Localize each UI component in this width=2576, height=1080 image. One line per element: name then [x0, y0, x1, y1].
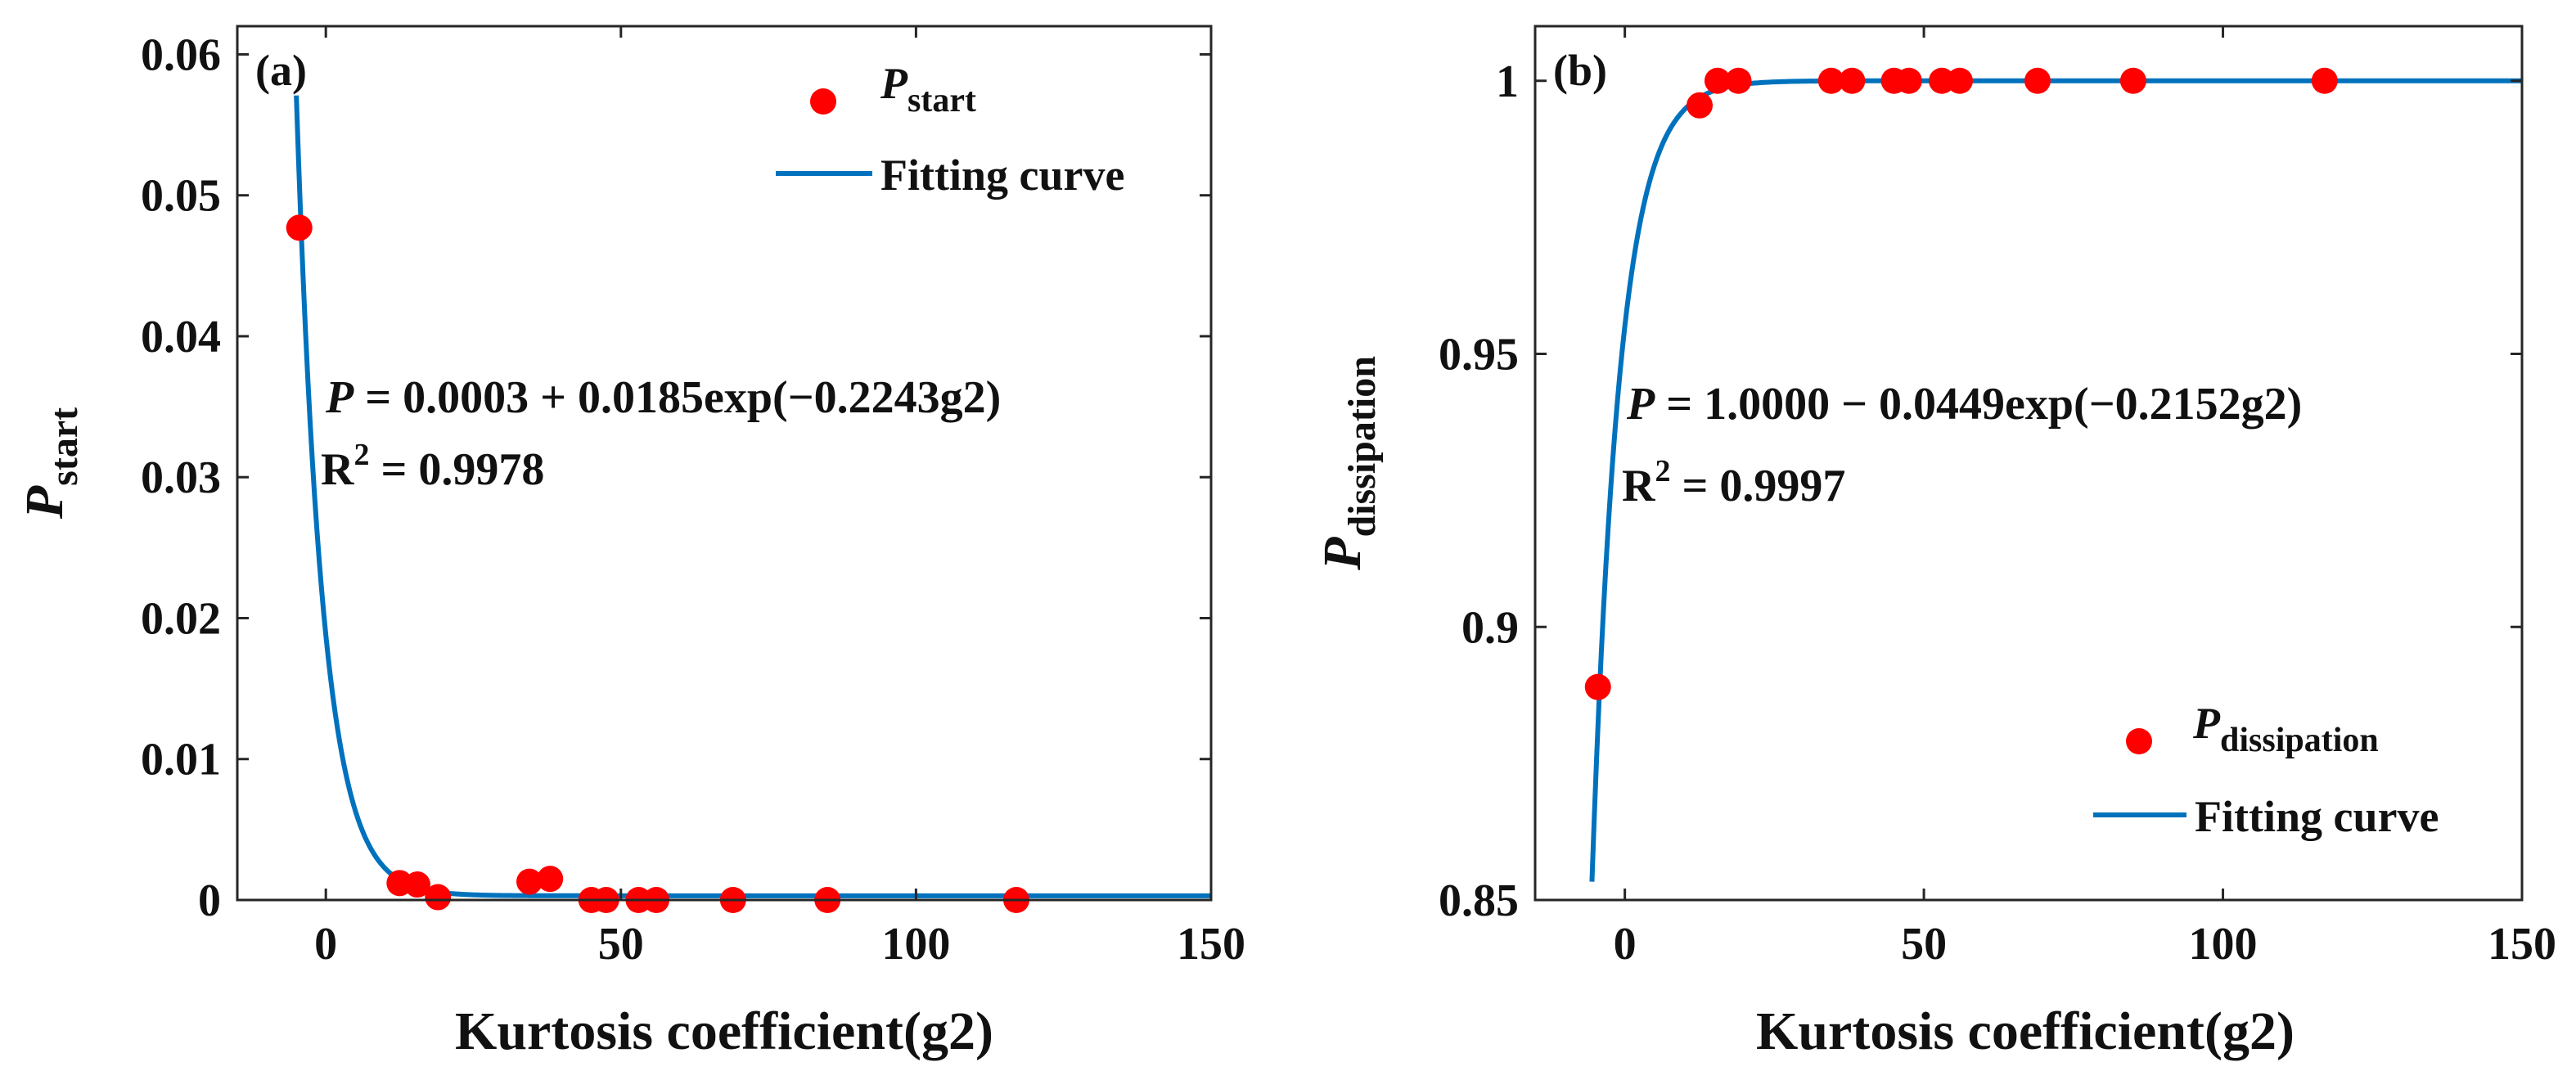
data-point — [1839, 67, 1866, 94]
panel-a-r2-rest: = 0.9978 — [369, 444, 544, 495]
panel-b-r2-rest: = 0.9997 — [1670, 461, 1845, 511]
data-point — [1687, 92, 1713, 119]
panel-b-r2: R2 = 0.9997 — [1622, 454, 1845, 511]
panel-a-ylabel-sub: start — [43, 407, 86, 486]
panel-b-legend: Pdissipation Fitting curve — [2093, 699, 2439, 841]
y-tick-label: 0.03 — [141, 452, 221, 503]
x-tick-label: 150 — [1177, 919, 1245, 970]
panel-b-xticks: 0 50 100 150 — [1614, 26, 2556, 970]
data-point — [425, 884, 452, 911]
x-tick-label: 50 — [598, 919, 644, 970]
x-tick-label: 100 — [881, 919, 950, 970]
data-point — [1584, 673, 1611, 700]
x-tick-label: 0 — [314, 919, 337, 970]
panel-a-legend-point-marker — [810, 88, 836, 115]
panel-a-r2-exp: 2 — [354, 438, 369, 472]
y-tick-label: 0.01 — [141, 735, 221, 785]
panel-a-equation: P = 0.0003 + 0.0185exp(−0.2243g2) — [325, 372, 1001, 423]
y-tick-label: 0.05 — [141, 171, 221, 222]
panel-b-yticks: 0.85 0.9 0.95 1 — [1439, 56, 2522, 926]
y-tick-label: 0.04 — [141, 312, 221, 362]
panel-a-legend-points-sub: start — [907, 82, 976, 119]
data-point — [2119, 67, 2146, 94]
data-point — [1725, 67, 1752, 94]
data-point — [1704, 67, 1731, 94]
panel-a-xticks: 0 50 100 150 — [314, 26, 1245, 970]
panel-b-legend-points-label: Pdissipation — [2192, 699, 2379, 759]
panel-b-plot-box — [1533, 25, 2524, 902]
panel-a-r2-base: R — [321, 444, 354, 495]
panel-b-legend-points-main: P — [2192, 699, 2221, 748]
data-point — [537, 866, 564, 893]
panel-a-plot-box — [236, 25, 1213, 902]
panel-b-xlabel: Kurtosis coefficient(g2) — [1756, 1001, 2295, 1061]
y-tick-label: 0.02 — [141, 593, 221, 644]
panel-b-r2-base: R — [1622, 461, 1655, 511]
data-point — [403, 871, 430, 898]
panel-a-ylabel-main: P — [15, 485, 74, 520]
panel-a-xlabel: Kurtosis coefficient(g2) — [455, 1001, 993, 1061]
data-point — [1817, 67, 1844, 94]
fitting-curve — [294, 95, 1211, 898]
panel-b-equation: P = 1.0000 − 0.0449exp(−0.2152g2) — [1626, 379, 2302, 430]
x-tick-label: 0 — [1614, 919, 1637, 970]
panel-a-r2: R2 = 0.9978 — [321, 438, 544, 495]
panel-b-ylabel-main: P — [1313, 537, 1372, 571]
panel-b-r2-exp: 2 — [1655, 454, 1670, 488]
panel-b: 0 50 100 150 0.85 0.9 0.95 1 (b) Kurtosis coef… — [1313, 25, 2556, 1061]
panel-b-points-layer — [1584, 67, 2338, 700]
panel-a-fit-layer — [294, 95, 1211, 898]
panel-a-legend-curve-label: Fitting curve — [880, 151, 1124, 200]
data-point — [286, 214, 313, 241]
panel-b-eq-lhs: P — [1626, 379, 1655, 430]
panel-b-legend-point-marker — [2126, 728, 2152, 754]
x-tick-label: 100 — [2189, 919, 2258, 970]
data-point — [1929, 67, 1956, 94]
panel-a-points-layer — [286, 214, 1029, 913]
data-point — [2311, 67, 2338, 94]
panel-a-yticks: 0 0.01 0.02 0.03 0.04 0.05 0.06 — [141, 29, 1211, 926]
panel-b-legend-points-sub: dissipation — [2220, 722, 2379, 759]
x-tick-label: 50 — [1901, 919, 1947, 970]
y-tick-label: 1 — [1496, 56, 1519, 107]
panel-b-tag: (b) — [1553, 46, 1607, 95]
panel-a-eq-lhs: P — [325, 372, 354, 423]
x-tick-label: 150 — [2488, 919, 2556, 970]
panel-b-eq-rhs: = 1.0000 − 0.0449exp(−0.2152g2) — [1655, 379, 2302, 430]
panel-a-ylabel: Pstart — [15, 407, 86, 520]
panel-a-eq-rhs: = 0.0003 + 0.0185exp(−0.2243g2) — [354, 372, 1001, 423]
y-tick-label: 0.95 — [1439, 330, 1519, 380]
panel-a-legend: Pstart Fitting curve — [776, 59, 1124, 200]
panel-a-legend-points-label: Pstart — [880, 59, 976, 119]
data-point — [2024, 67, 2051, 94]
data-point — [1895, 67, 1922, 94]
panel-b-ylabel: Pdissipation — [1313, 356, 1384, 571]
data-point — [1946, 67, 1973, 94]
panel-b-legend-curve-label: Fitting curve — [2195, 792, 2439, 841]
panel-a-tag: (a) — [255, 46, 307, 95]
y-tick-label: 0.9 — [1461, 602, 1519, 653]
y-tick-label: 0.85 — [1439, 875, 1519, 926]
panel-a: 0 50 100 150 00.010.020.030.040.050.06 (a) … — [15, 25, 1245, 1061]
y-tick-label: 0 — [198, 875, 221, 926]
data-point — [516, 868, 543, 895]
y-tick-label: 0.06 — [141, 29, 221, 80]
panel-b-ylabel-sub: dissipation — [1340, 356, 1384, 537]
panel-a-legend-points-main: P — [880, 59, 908, 108]
